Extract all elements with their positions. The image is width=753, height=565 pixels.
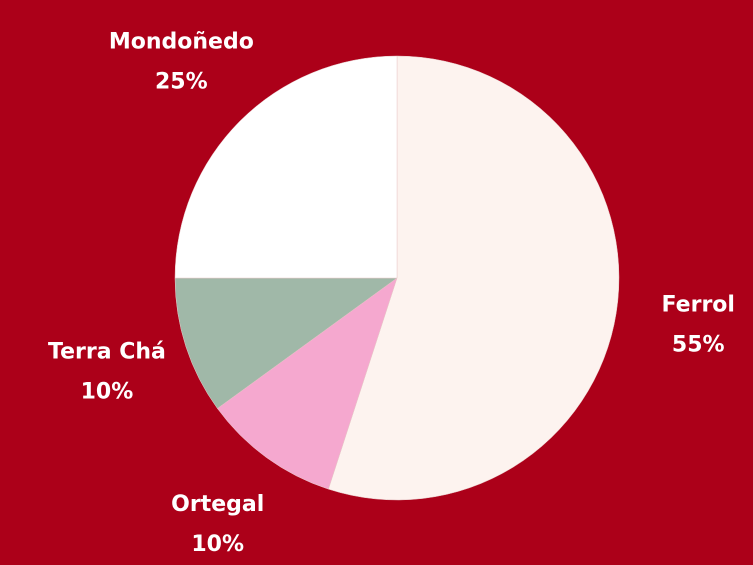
pie-slice [217, 277, 398, 490]
pie-slice [328, 55, 620, 501]
slice-value-label: 10% [81, 379, 134, 404]
slice-value-label: 10% [191, 532, 244, 557]
pie-slice [174, 55, 398, 279]
slice-label: Ortegal [171, 492, 264, 517]
slice-value-label: 25% [155, 69, 208, 94]
slice-label: Mondoñedo [109, 29, 254, 54]
slice-value-label: 55% [672, 333, 725, 358]
pie-slice [174, 277, 398, 409]
slice-label: Ferrol [662, 293, 735, 318]
slice-label: Terra Chá [48, 339, 166, 364]
